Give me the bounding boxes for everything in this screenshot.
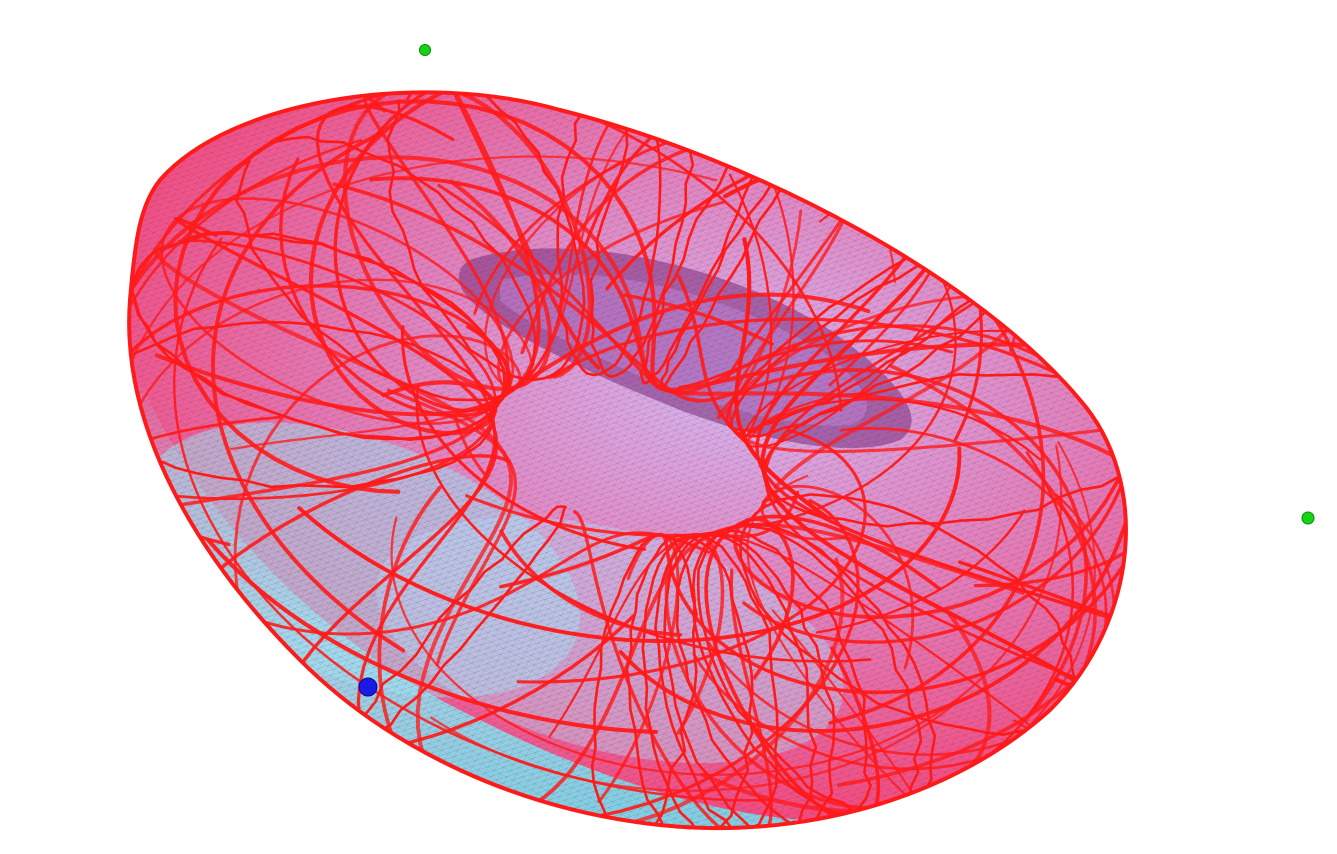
curve-strand bbox=[828, 301, 1046, 725]
curve-strand bbox=[734, 237, 830, 520]
curve-strand bbox=[836, 258, 1126, 787]
curve-loop bbox=[556, 92, 662, 377]
curve-loop bbox=[589, 92, 697, 378]
curve-strand bbox=[152, 249, 845, 829]
curve-loop bbox=[739, 493, 1078, 737]
curve-strand bbox=[390, 444, 1063, 776]
curve-strand bbox=[173, 99, 1126, 494]
curve-strand bbox=[888, 363, 1097, 705]
blue-marker[interactable] bbox=[358, 677, 378, 697]
green-marker-right[interactable] bbox=[1301, 511, 1315, 525]
curve-strand bbox=[415, 383, 872, 663]
curve-strand bbox=[233, 200, 725, 629]
curve-strand bbox=[499, 532, 1126, 695]
curve-strand bbox=[622, 293, 774, 346]
curve-strand bbox=[860, 151, 880, 200]
curve-loop bbox=[696, 523, 937, 816]
curve-loop bbox=[386, 92, 586, 382]
curve-strand bbox=[526, 92, 725, 380]
curve-strand bbox=[573, 510, 773, 829]
curve-strand bbox=[400, 325, 647, 551]
curve-strand bbox=[369, 176, 653, 381]
curve-loop bbox=[235, 135, 537, 402]
curve-loop bbox=[654, 532, 818, 829]
curve-strand bbox=[377, 485, 1025, 821]
curve-strand bbox=[206, 537, 658, 735]
curve-strand bbox=[453, 414, 486, 476]
curve-strand bbox=[154, 92, 601, 417]
curve-loop bbox=[131, 232, 507, 442]
green-marker-top[interactable] bbox=[419, 44, 431, 56]
curve-strand bbox=[430, 698, 961, 792]
curve-strand bbox=[211, 130, 406, 653]
curve-strand bbox=[499, 529, 683, 637]
curve-loop bbox=[641, 533, 779, 829]
curve-loop bbox=[691, 524, 923, 821]
curve-strand bbox=[704, 514, 942, 825]
curve-loop bbox=[675, 528, 873, 829]
